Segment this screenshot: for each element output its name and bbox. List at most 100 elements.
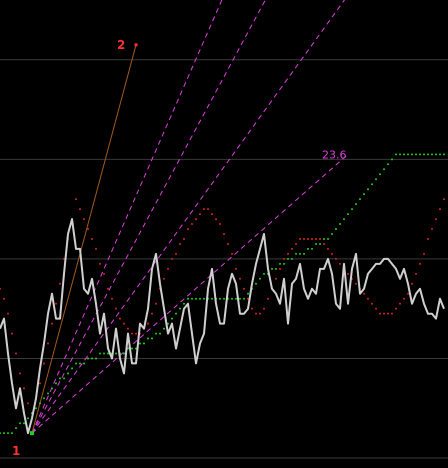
red-dots-point <box>355 282 357 285</box>
green-dots-point <box>139 342 141 345</box>
green-dots-point <box>155 332 157 335</box>
red-dots-point <box>83 218 85 221</box>
red-dots-point <box>275 277 277 280</box>
red-dots-point <box>167 267 169 270</box>
red-dots-point <box>307 237 309 240</box>
green-dots-point <box>263 272 265 275</box>
green-dots-point <box>219 297 221 300</box>
green-dots-point <box>3 432 5 435</box>
green-dots-point <box>443 153 445 156</box>
red-dots-point <box>223 233 225 235</box>
green-dots-point <box>419 153 421 156</box>
green-dots-point <box>11 432 13 435</box>
fib-fan-line-3 <box>31 153 349 434</box>
red-dots-point <box>75 198 77 201</box>
red-dots-point <box>59 282 61 285</box>
red-dots-point <box>391 312 393 315</box>
green-dots-point <box>407 153 409 156</box>
green-dots-point <box>391 158 393 161</box>
red-dots-point <box>175 252 177 255</box>
green-dots-point <box>211 297 213 300</box>
green-dots-point <box>287 257 289 260</box>
red-dots-point <box>91 237 93 240</box>
red-dots-point <box>179 242 181 245</box>
green-dots-point <box>379 173 381 176</box>
green-dots-point <box>415 153 417 156</box>
green-dots-point <box>223 297 225 300</box>
green-dots-point <box>19 422 21 425</box>
green-dots-point <box>331 233 333 235</box>
green-dots-point <box>255 282 257 285</box>
green-dots-point <box>375 178 377 181</box>
label-layer: 38.2 23.6 1 2 <box>12 0 347 458</box>
green-dots-point <box>239 297 241 300</box>
red-dots-point <box>115 307 117 310</box>
green-dots-point <box>107 352 109 355</box>
green-dots-point <box>371 183 373 186</box>
green-dots-point <box>411 153 413 156</box>
red-dots-point <box>263 307 265 310</box>
red-dots-point <box>155 302 157 305</box>
green-dots-point <box>171 317 173 320</box>
green-dots-point <box>67 372 69 375</box>
green-dots-point <box>71 367 73 370</box>
red-dots-point <box>367 297 369 300</box>
red-dots-point <box>267 297 269 300</box>
red-dots-point <box>43 362 45 365</box>
green-dots-point <box>399 153 401 156</box>
green-dots-point <box>83 362 85 365</box>
red-dots-point <box>199 213 201 216</box>
green-dots-point <box>439 153 441 156</box>
green-dots-point <box>295 252 297 255</box>
green-dots-point <box>163 327 165 330</box>
red-dots-point <box>11 332 13 335</box>
red-dots-point <box>227 242 229 245</box>
green-dots-point <box>59 377 61 380</box>
green-dots-point <box>87 357 89 360</box>
red-dots-point <box>23 387 25 390</box>
green-dots-point <box>243 297 245 300</box>
red-dots-point <box>79 208 81 211</box>
fib-level-label: 38.2 <box>322 0 347 2</box>
green-dots-point <box>91 357 93 360</box>
red-dots-point <box>0 287 1 290</box>
red-dots-point <box>163 277 165 280</box>
red-dots-point <box>183 237 185 240</box>
red-dots-point <box>371 302 373 305</box>
green-dots-point <box>403 153 405 156</box>
green-dots-point <box>35 407 37 410</box>
green-dots-point <box>367 188 369 191</box>
red-dots-point <box>283 257 285 260</box>
red-dots-point <box>107 287 109 290</box>
red-dots-point <box>135 332 137 335</box>
red-dots-point <box>419 262 421 265</box>
green-dots-point <box>167 322 169 325</box>
red-dots-point <box>335 257 337 260</box>
red-dots-point <box>207 208 209 211</box>
red-dots-point <box>435 218 437 221</box>
green-dots-point <box>195 297 197 300</box>
green-dots-point <box>363 193 365 196</box>
red-dots-point <box>103 272 105 275</box>
red-dots-point <box>111 297 113 300</box>
green-dots-point <box>143 342 145 345</box>
trendline-start-marker <box>30 431 34 436</box>
red-dots-point <box>87 228 89 231</box>
red-dots-point <box>415 272 417 275</box>
red-dots-point <box>363 292 365 295</box>
point-label-1: 1 <box>12 444 20 458</box>
green-dots-point <box>7 432 9 435</box>
point-label-2: 2 <box>117 38 125 52</box>
green-dots-point <box>99 352 101 355</box>
red-dots-point <box>55 302 57 305</box>
green-dots-point <box>15 427 17 430</box>
green-dots-point <box>95 357 97 360</box>
trendline <box>31 44 137 434</box>
red-dots-point <box>291 247 293 250</box>
green-dots-point <box>175 312 177 315</box>
green-dots-point <box>311 247 313 250</box>
red-dots-point <box>303 237 305 240</box>
red-dots-point <box>287 252 289 255</box>
fib-fan-line-0 <box>31 0 223 434</box>
